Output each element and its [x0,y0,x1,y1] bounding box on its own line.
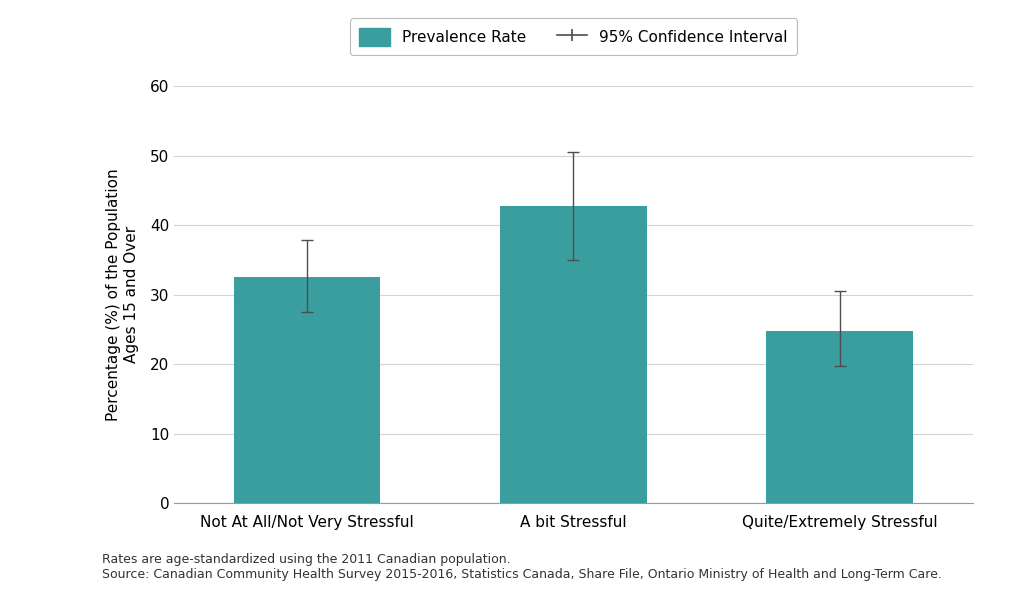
Text: Rates are age-standardized using the 2011 Canadian population.
Source: Canadian : Rates are age-standardized using the 201… [102,553,942,581]
Legend: Prevalence Rate, 95% Confidence Interval: Prevalence Rate, 95% Confidence Interval [350,18,797,55]
Bar [766,331,913,503]
Bar [501,206,647,503]
Y-axis label: Percentage (%) of the Population
Ages 15 and Over: Percentage (%) of the Population Ages 15… [106,168,138,421]
Bar [233,278,381,503]
